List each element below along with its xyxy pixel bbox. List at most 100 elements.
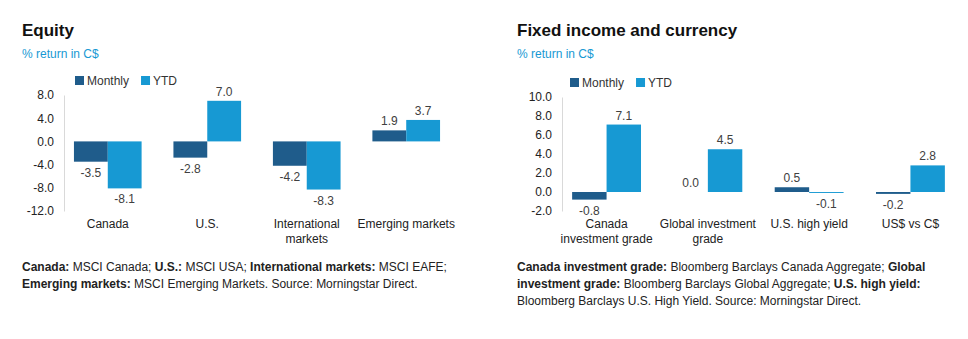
y-tick: 8.0 — [37, 88, 64, 102]
legend-label: Monthly — [87, 74, 129, 88]
bar — [809, 192, 843, 194]
x-tick: Global investmentgrade — [660, 211, 757, 246]
legend-swatch — [636, 78, 645, 87]
y-tick-label: 2.0 — [535, 166, 552, 180]
legend-label: YTD — [648, 76, 672, 90]
data-label: 7.1 — [615, 109, 632, 123]
y-tick: 4.0 — [535, 147, 562, 161]
footnote-label: Canada investment grade: — [517, 260, 667, 274]
data-label: -0.8 — [579, 204, 600, 218]
y-tick: -8.0 — [33, 181, 64, 195]
y-tick: 10.0 — [529, 90, 562, 104]
tick-label-line: U.S. — [196, 217, 219, 231]
y-tick: 4.0 — [37, 112, 64, 126]
chart: Fixed income and currency % return in C$ 1… — [517, 21, 956, 246]
y-tick: -12.0 — [27, 204, 64, 218]
x-tick-label: US$ vs C$ — [882, 217, 940, 231]
bar — [708, 149, 742, 192]
bar — [273, 141, 307, 165]
x-tick: U.S. high yield — [770, 211, 847, 231]
footnote-text: MSCI EAFE; — [379, 260, 447, 274]
legend-swatch — [141, 76, 150, 85]
footnote-label: Emerging markets: — [22, 277, 131, 291]
y-axis: 8.0 4.0 0.0 -4.0 -8.0 -12.0 — [27, 88, 65, 218]
chart-subtitle: % return in C$ — [517, 47, 594, 61]
footnote: Canada investment grade: Bloomberg Barcl… — [517, 259, 962, 310]
y-tick: 0.0 — [535, 185, 562, 199]
x-tick: US$ vs C$ — [882, 211, 940, 231]
x-tick-label: U.S. high yield — [770, 217, 847, 231]
x-tick: Emerging markets — [358, 211, 455, 231]
data-label: 2.8 — [919, 149, 936, 163]
y-tick-label: 6.0 — [535, 128, 552, 142]
data-label: 0.0 — [682, 176, 699, 190]
footnote-source: Source: Morningstar Direct. — [271, 277, 417, 291]
y-tick-label: 8.0 — [37, 88, 54, 102]
data-label: 0.5 — [784, 171, 801, 185]
footnote-source: Source: Morningstar Direct. — [715, 294, 861, 308]
bar — [108, 141, 142, 188]
bar — [673, 192, 707, 193]
tick-label-line: U.S. high yield — [770, 217, 847, 231]
y-tick-label: -4.0 — [33, 158, 54, 172]
bar — [372, 130, 406, 141]
bar — [74, 141, 108, 161]
chart: Equity% return in C$8.04.00.0-4.0-8.0-12… — [22, 21, 455, 246]
tick-label-line: investment grade — [561, 232, 653, 246]
footnote-label: Canada: — [22, 260, 69, 274]
x-axis: Canadainvestment gradeGlobal investmentg… — [561, 211, 956, 246]
y-tick-label: -12.0 — [27, 204, 55, 218]
data-label: -8.3 — [313, 194, 334, 208]
footnote-label: International markets: — [250, 260, 375, 274]
x-tick-label: Canada — [87, 217, 129, 231]
bar — [406, 120, 440, 141]
footnote-label: U.S.: — [155, 260, 182, 274]
legend-swatch — [75, 76, 84, 85]
x-tick-label: Internationalmarkets — [274, 217, 340, 247]
bars — [572, 125, 945, 200]
legend-swatch — [570, 78, 579, 87]
footnote: Canada: MSCI Canada; U.S.: MSCI USA; Int… — [22, 259, 467, 293]
y-tick-label: -8.0 — [33, 181, 54, 195]
y-tick-label: -2.0 — [531, 204, 552, 218]
data-label: -3.5 — [81, 166, 102, 180]
tick-label-line: Canada — [586, 217, 628, 231]
y-tick: 2.0 — [535, 166, 562, 180]
y-tick-label: 0.0 — [37, 135, 54, 149]
data-label: 7.0 — [216, 85, 233, 99]
x-tick: Internationalmarkets — [274, 211, 340, 246]
y-tick: 6.0 — [535, 128, 562, 142]
legend: MonthlyYTD — [75, 74, 177, 88]
footnote-text: MSCI Emerging Markets. — [134, 277, 268, 291]
chart-subtitle: % return in C$ — [22, 47, 99, 61]
y-tick: -4.0 — [33, 158, 64, 172]
x-axis-line — [65, 211, 451, 212]
bar — [207, 101, 241, 142]
data-label: -8.1 — [114, 192, 135, 206]
legend: Monthly YTD — [570, 76, 672, 90]
y-axis: 10.0 8.0 6.0 4.0 2.0 0.0 -2.0 — [529, 90, 563, 218]
x-tick-label: Global investmentgrade — [660, 217, 757, 247]
x-tick: Canadainvestment grade — [561, 211, 653, 246]
tick-label-line: Emerging markets — [358, 217, 455, 231]
data-label: -2.8 — [180, 162, 201, 176]
x-tick: U.S. — [196, 211, 219, 231]
tick-label-line: grade — [693, 232, 724, 246]
bar — [876, 192, 910, 194]
bar — [910, 165, 944, 192]
chart-title: Fixed income and currency — [517, 21, 738, 40]
y-tick: 0.0 — [37, 135, 64, 149]
y-axis-line — [64, 96, 65, 212]
y-axis-line — [562, 98, 563, 212]
footnote-text: Bloomberg Barclays Canada Aggregate; — [670, 260, 884, 274]
x-tick-label: U.S. — [196, 217, 219, 231]
footnote-text: Bloomberg Barclays Global Aggregate; — [624, 277, 831, 291]
y-tick: 8.0 — [535, 109, 562, 123]
legend-label: Monthly — [582, 76, 624, 90]
bars — [74, 101, 440, 190]
footnote-label: U.S. high yield: — [834, 277, 921, 291]
bar — [173, 141, 207, 157]
y-tick-label: 10.0 — [529, 90, 553, 104]
data-label: -4.2 — [279, 170, 300, 184]
bar — [572, 192, 606, 200]
